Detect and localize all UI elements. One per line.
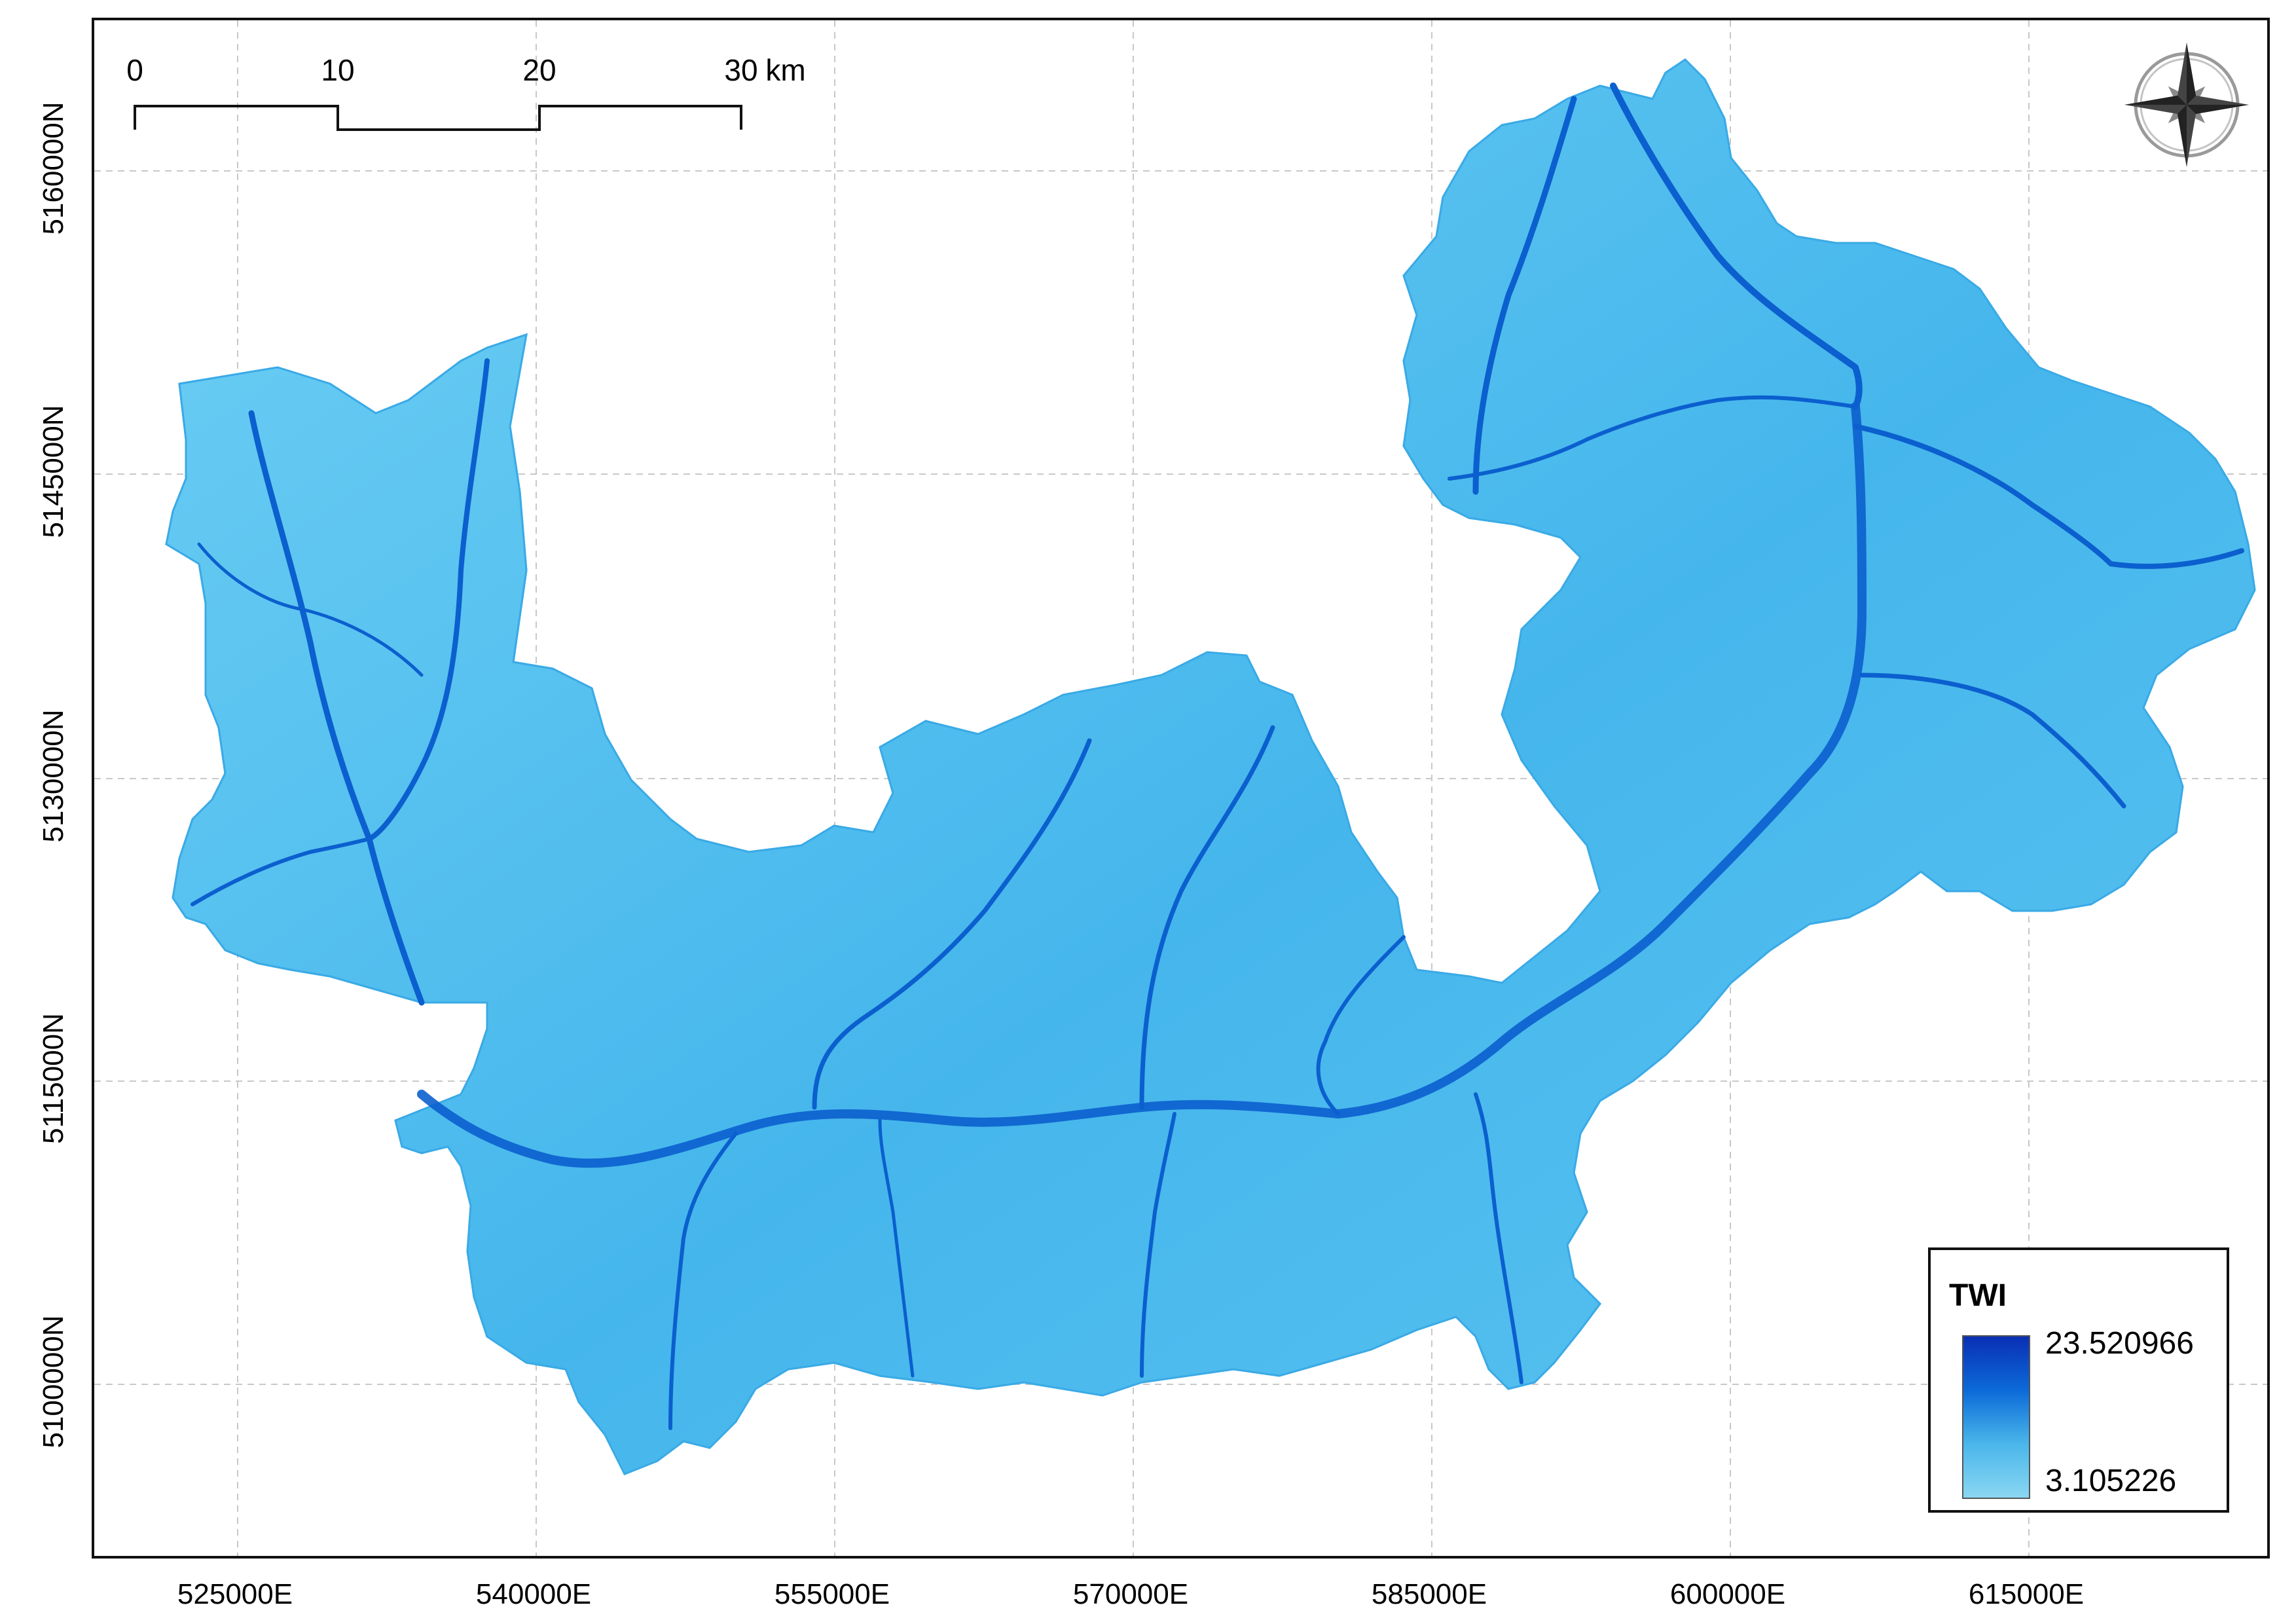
scale-unit: km xyxy=(765,53,806,87)
legend-max-value: 23.520966 xyxy=(2045,1326,2194,1361)
y-tick-label: 5145000N xyxy=(37,405,69,538)
south-tributary-b xyxy=(1140,1112,1176,1378)
ridge-stream xyxy=(1316,935,1406,1116)
scale-label-20: 20 xyxy=(522,53,556,87)
y-tick-label: 5115000N xyxy=(37,1013,69,1144)
west-mid-tributary xyxy=(197,542,424,677)
northeast-upper-channel xyxy=(1610,83,1863,410)
y-tick-label: 5100000N xyxy=(37,1315,69,1449)
x-tick-label: 540000E xyxy=(475,1578,592,1610)
legend: TWI 23.520966 3.105226 xyxy=(1928,1247,2229,1513)
x-tick-label: 585000E xyxy=(1371,1578,1487,1610)
scale-label-10: 10 xyxy=(321,53,355,87)
legend-color-ramp xyxy=(1962,1335,2030,1499)
x-tick-label: 600000E xyxy=(1669,1578,1786,1610)
central-stream xyxy=(1139,725,1275,1110)
drainage-network xyxy=(191,83,2244,1430)
northwest-tributary xyxy=(248,410,425,1006)
x-tick-label: 555000E xyxy=(774,1578,890,1610)
map-canvas[interactable] xyxy=(94,20,2270,1559)
northeast-stream xyxy=(1472,96,1577,495)
legend-min-value: 3.105226 xyxy=(2045,1464,2177,1498)
northeast-west-tributary xyxy=(1448,395,1857,481)
map-frame[interactable] xyxy=(92,18,2270,1559)
x-tick-label: 525000E xyxy=(177,1578,293,1610)
west-north-stream xyxy=(367,358,490,841)
scale-label-30: 30 xyxy=(724,53,758,87)
east-lower-branch xyxy=(1859,673,2126,809)
south-tributary-a xyxy=(668,1132,738,1430)
x-tick-label: 570000E xyxy=(1072,1578,1189,1610)
scale-bar: 0 10 20 30 km xyxy=(126,52,806,138)
scale-label-0: 0 xyxy=(126,53,143,87)
x-tick-label: 615000E xyxy=(1968,1578,2085,1610)
south-tributary-d xyxy=(878,1118,915,1378)
south-tributary-c xyxy=(1474,1092,1523,1384)
twi-raster-layer[interactable] xyxy=(165,58,2256,1475)
east-branch xyxy=(1853,424,2244,569)
central-north-stream xyxy=(812,738,1092,1110)
y-tick-label: 5160000N xyxy=(37,101,69,235)
scale-bar-graphic xyxy=(134,105,742,131)
west-tributary xyxy=(191,837,371,906)
y-tick-label: 5130000N xyxy=(37,709,69,843)
compass-rose-icon xyxy=(2124,43,2249,167)
legend-title: TWI xyxy=(1949,1278,2007,1313)
